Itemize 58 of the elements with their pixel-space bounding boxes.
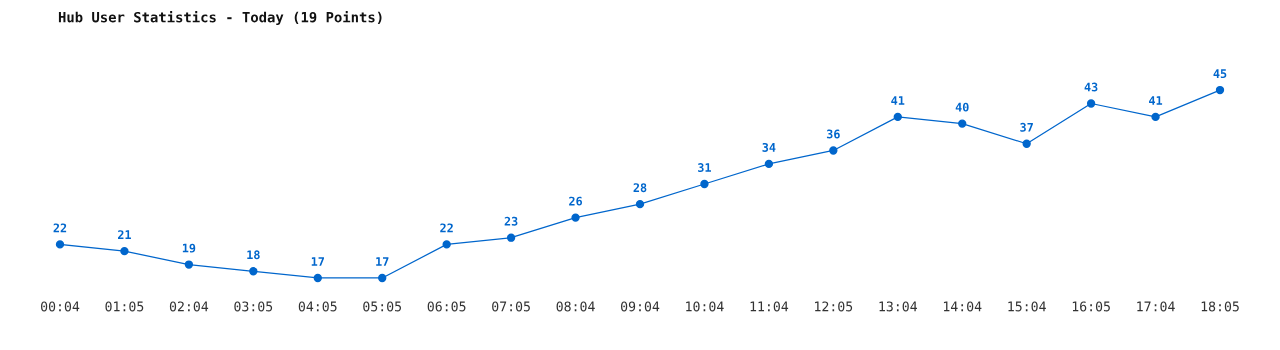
x-tick-label: 04:05 xyxy=(298,301,337,312)
x-tick-label: 17:04 xyxy=(1137,301,1175,312)
x-tick-label: 07:05 xyxy=(492,301,530,312)
point xyxy=(893,112,902,122)
point xyxy=(506,233,516,242)
data-label: 17 xyxy=(311,257,324,266)
data-label: 18 xyxy=(247,250,260,260)
point xyxy=(55,240,65,249)
x-tick-label: 08:04 xyxy=(556,301,595,312)
x-tick-label: 01:05 xyxy=(105,301,144,312)
x-tick-label: 13:04 xyxy=(879,301,918,312)
point xyxy=(764,159,774,169)
x-tick-label: 12:05 xyxy=(815,301,853,312)
x-tick-label: 00:04 xyxy=(41,301,80,312)
data-label: 17 xyxy=(376,257,389,266)
data-label: 45 xyxy=(1213,69,1227,79)
point xyxy=(378,273,387,283)
data-label: 22 xyxy=(53,223,67,233)
x-tick-label: 03:05 xyxy=(234,301,273,312)
data-label: 36 xyxy=(826,129,840,139)
x-tick-label: 15:04 xyxy=(1008,301,1046,312)
x-tick-label: 16:05 xyxy=(1072,301,1110,312)
x-tick-label: 11:04 xyxy=(750,301,789,312)
point xyxy=(1086,99,1096,108)
point xyxy=(829,146,838,155)
x-tick-label: 10:04 xyxy=(686,301,724,312)
point xyxy=(249,267,258,276)
x-tick-label: 02:04 xyxy=(169,301,209,312)
x-tick-label: 09:04 xyxy=(621,301,660,312)
x-tick-label: 14:04 xyxy=(943,301,982,312)
data-label: 41 xyxy=(1149,96,1163,105)
point xyxy=(1022,139,1031,148)
point xyxy=(958,119,967,128)
data-label: 23 xyxy=(504,216,518,226)
data-label: 26 xyxy=(569,196,583,206)
point xyxy=(635,199,645,209)
data-label: 22 xyxy=(440,223,453,233)
point xyxy=(120,246,129,256)
x-tick-label: 18:05 xyxy=(1201,301,1239,312)
x-tick-label: 05:05 xyxy=(363,301,402,312)
point xyxy=(1151,112,1160,122)
data-label: 34 xyxy=(762,142,776,152)
point xyxy=(313,273,322,283)
data-label: 40 xyxy=(955,102,969,112)
point xyxy=(571,213,580,222)
data-label: 43 xyxy=(1084,82,1098,92)
chart-title: Hub User Statistics - Today (19 Points) xyxy=(58,10,382,26)
data-label: 21 xyxy=(118,230,131,239)
x-tick-label: 06:05 xyxy=(427,301,466,312)
point xyxy=(442,240,451,249)
point xyxy=(1215,85,1225,95)
point xyxy=(184,260,194,269)
data-label: 37 xyxy=(1020,122,1033,132)
point xyxy=(700,179,709,189)
data-label: 28 xyxy=(633,183,647,193)
data-label: 31 xyxy=(698,163,711,173)
data-label: 19 xyxy=(182,243,196,253)
data-label: 41 xyxy=(891,96,905,105)
